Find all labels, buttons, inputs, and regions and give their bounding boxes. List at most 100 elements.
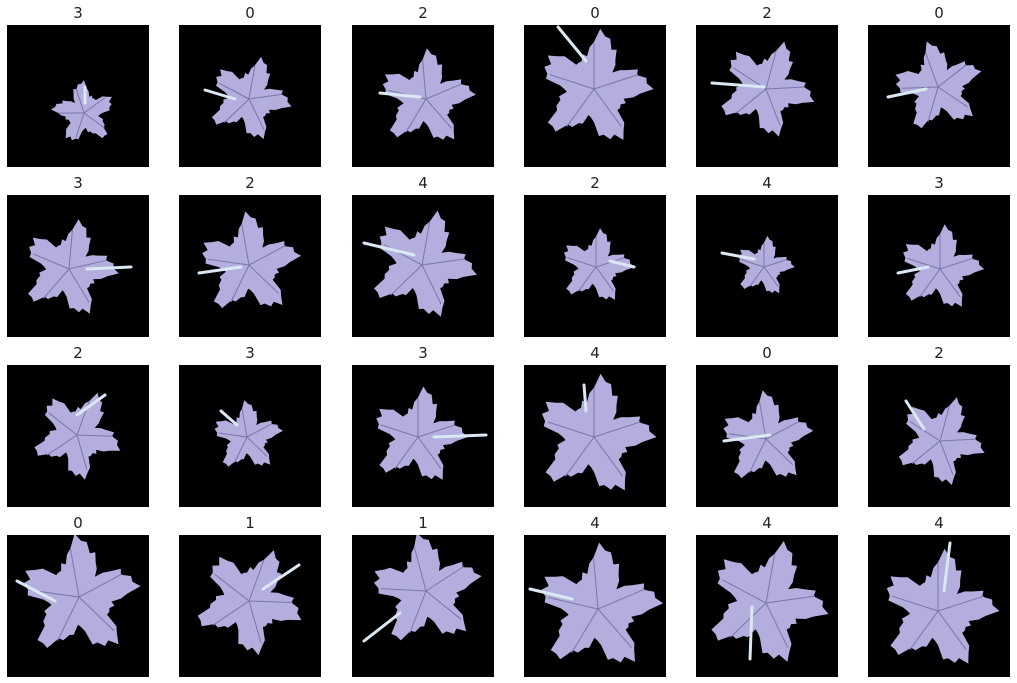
leaf-stem — [710, 81, 766, 89]
leaf-stem — [582, 383, 588, 413]
class-label: 3 — [73, 174, 83, 192]
leaf-vein — [78, 573, 123, 598]
leaf-stem — [203, 88, 237, 101]
class-label: 4 — [590, 514, 600, 532]
leaf-vein — [765, 86, 805, 90]
leaf-image — [868, 365, 1010, 507]
leaf-vein — [593, 436, 624, 477]
leaf-vein — [46, 434, 78, 456]
leaf-vein — [722, 579, 767, 604]
leaf-vein — [48, 412, 78, 436]
class-label: 2 — [73, 344, 83, 362]
leaf-stem — [362, 241, 416, 257]
class-label: 2 — [590, 174, 600, 192]
leaf-vein — [937, 64, 967, 88]
leaf-vein — [765, 88, 781, 126]
leaf-vein — [417, 436, 442, 469]
leaf-shape — [376, 386, 468, 480]
leaf-shape — [903, 224, 985, 307]
leaf-vein — [765, 51, 777, 90]
leaf-vein — [78, 596, 115, 632]
leaf-stem — [608, 259, 636, 269]
leaf-vein — [380, 424, 419, 438]
class-label: 2 — [762, 4, 772, 22]
leaf-vein — [919, 268, 941, 298]
leaf-image — [7, 195, 149, 337]
leaf-stem — [75, 393, 107, 417]
leaf-shape — [886, 548, 1000, 664]
leaf-vein — [765, 438, 794, 466]
leaf-vein — [425, 98, 452, 129]
leaf-vein — [234, 436, 248, 463]
leaf-image — [696, 535, 838, 677]
class-label: 0 — [245, 4, 255, 22]
leaf-stem — [197, 265, 243, 275]
leaf-vein — [208, 258, 250, 266]
leaf-vein — [421, 264, 442, 305]
leaf-vein — [32, 253, 70, 270]
leaf-vein — [749, 438, 767, 473]
leaf-vein — [567, 257, 597, 268]
leaf-vein — [549, 74, 595, 90]
leaf-image — [7, 25, 149, 167]
leaf-stem — [556, 25, 588, 63]
leaf-stem — [219, 409, 239, 427]
leaf-vein — [76, 434, 114, 437]
leaf-shape — [738, 235, 795, 294]
leaf-vein — [248, 559, 265, 602]
leaf-image — [179, 535, 321, 677]
leaf-image — [7, 535, 149, 677]
class-label: 1 — [245, 514, 255, 532]
class-label: 2 — [934, 344, 944, 362]
leaf-vein — [246, 436, 268, 458]
leaf-vein — [593, 88, 622, 127]
leaf-image — [179, 365, 321, 507]
leaf-stem — [720, 251, 756, 261]
leaf-shape — [541, 373, 657, 491]
leaf-vein — [925, 53, 939, 88]
leaf-vein — [927, 86, 939, 122]
leaf-vein — [241, 408, 248, 438]
class-label: 0 — [934, 4, 944, 22]
leaf-vein — [741, 259, 765, 268]
leaf-vein — [547, 421, 595, 438]
leaf-vein — [248, 600, 293, 603]
leaf-image — [868, 535, 1010, 677]
leaf-vein — [909, 420, 941, 442]
leaf-vein — [421, 222, 431, 266]
leaf-stem — [886, 87, 928, 99]
leaf-shape — [202, 211, 302, 309]
leaf-stem — [722, 433, 772, 443]
leaf-shape — [544, 28, 654, 140]
leaf-vein — [405, 98, 427, 133]
leaf-shape — [214, 400, 283, 467]
leaf-stem — [904, 399, 926, 431]
leaf-vein — [763, 266, 779, 287]
leaf-vein — [57, 596, 80, 642]
leaf-shape — [541, 542, 664, 663]
leaf-shape — [382, 48, 476, 140]
leaf-vein — [212, 600, 250, 626]
leaf-image — [696, 365, 838, 507]
leaf-vein — [70, 548, 80, 598]
leaf-vein — [749, 266, 765, 287]
leaf-image — [352, 195, 494, 337]
leaf-image — [352, 365, 494, 507]
leaf-image — [7, 365, 149, 507]
leaf-vein — [425, 566, 464, 592]
leaf-image — [179, 195, 321, 337]
leaf-image — [524, 365, 666, 507]
leaf-vein — [577, 266, 597, 292]
leaf-shape — [211, 56, 292, 140]
leaf-image — [352, 535, 494, 677]
leaf-image — [524, 25, 666, 167]
leaf-vein — [564, 436, 595, 477]
leaf-vein — [68, 259, 108, 270]
class-label: 0 — [73, 514, 83, 532]
leaf-vein — [43, 268, 70, 299]
class-label: 3 — [73, 4, 83, 22]
leaf-vein — [765, 420, 800, 440]
leaf-vein — [425, 590, 462, 620]
leaf-vein — [422, 60, 427, 100]
leaf-shape — [895, 41, 982, 129]
